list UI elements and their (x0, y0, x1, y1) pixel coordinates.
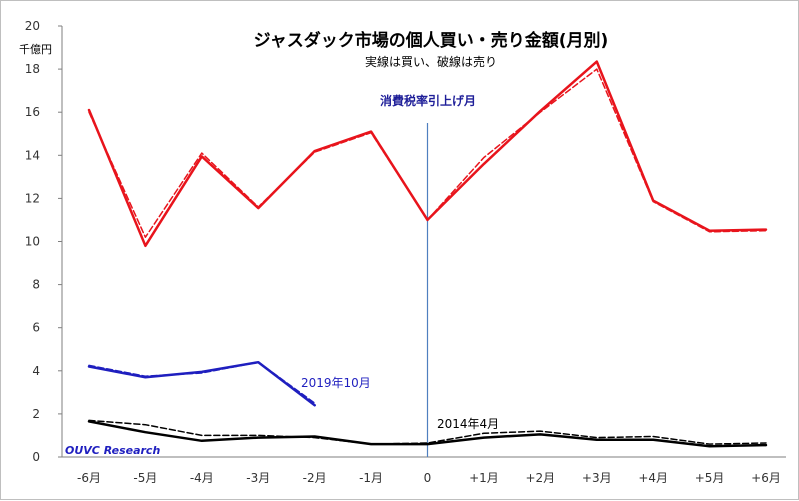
y-tick-label: 20 (25, 19, 40, 33)
chart-subtitle: 実線は買い、破線は売り (365, 54, 497, 69)
annotation-2014-apr: 2014年4月 (437, 417, 499, 431)
x-tick-label: +2月 (525, 471, 555, 485)
y-tick-label: 8 (32, 278, 40, 292)
credit-label: OUVC Research (65, 444, 160, 457)
y-tick-label: 4 (32, 364, 40, 378)
y-tick-label: 14 (25, 148, 40, 162)
x-tick-label: -6月 (77, 471, 101, 485)
x-tick-label: +6月 (751, 471, 781, 485)
y-tick-label: 12 (25, 191, 40, 205)
y-tick-label: 6 (32, 321, 40, 335)
x-tick-label: +5月 (695, 471, 725, 485)
series-line-3 (88, 361, 316, 404)
y-axis-unit-label: 千億円 (19, 43, 52, 56)
annotation-2019-oct: 2019年10月 (301, 376, 371, 390)
x-tick-label: -1月 (359, 471, 383, 485)
y-tick-label: 2 (32, 407, 40, 421)
x-tick-label: -3月 (246, 471, 270, 485)
y-tick-label: 16 (25, 105, 40, 119)
x-tick-label: -4月 (190, 471, 214, 485)
y-tick-label: 18 (25, 62, 40, 76)
x-tick-label: -5月 (133, 471, 157, 485)
x-tick-label: 0 (424, 471, 432, 485)
series-line-1 (88, 68, 767, 238)
series-line-5 (88, 419, 767, 445)
axes-group: 0 2 4 6 8 10 12 14 16 18 20 -6月 -5月 -4月 -3月 -2月 -1月 0 +1月 +… (25, 19, 786, 485)
series-group (87, 60, 768, 448)
x-tick-label: +1月 (469, 471, 499, 485)
series-line-4 (87, 420, 768, 448)
y-tick-label: 10 (25, 235, 40, 249)
series-line-2 (87, 360, 316, 407)
y-tick-label: 0 (32, 450, 40, 464)
x-tick-label: +3月 (582, 471, 612, 485)
chart-title: ジャスダック市場の個人買い・売り金額(月別) (254, 30, 609, 51)
tax-hike-month-label: 消費税率引上げ月 (380, 93, 476, 108)
x-tick-label: -2月 (303, 471, 327, 485)
x-tick-label: +4月 (638, 471, 668, 485)
